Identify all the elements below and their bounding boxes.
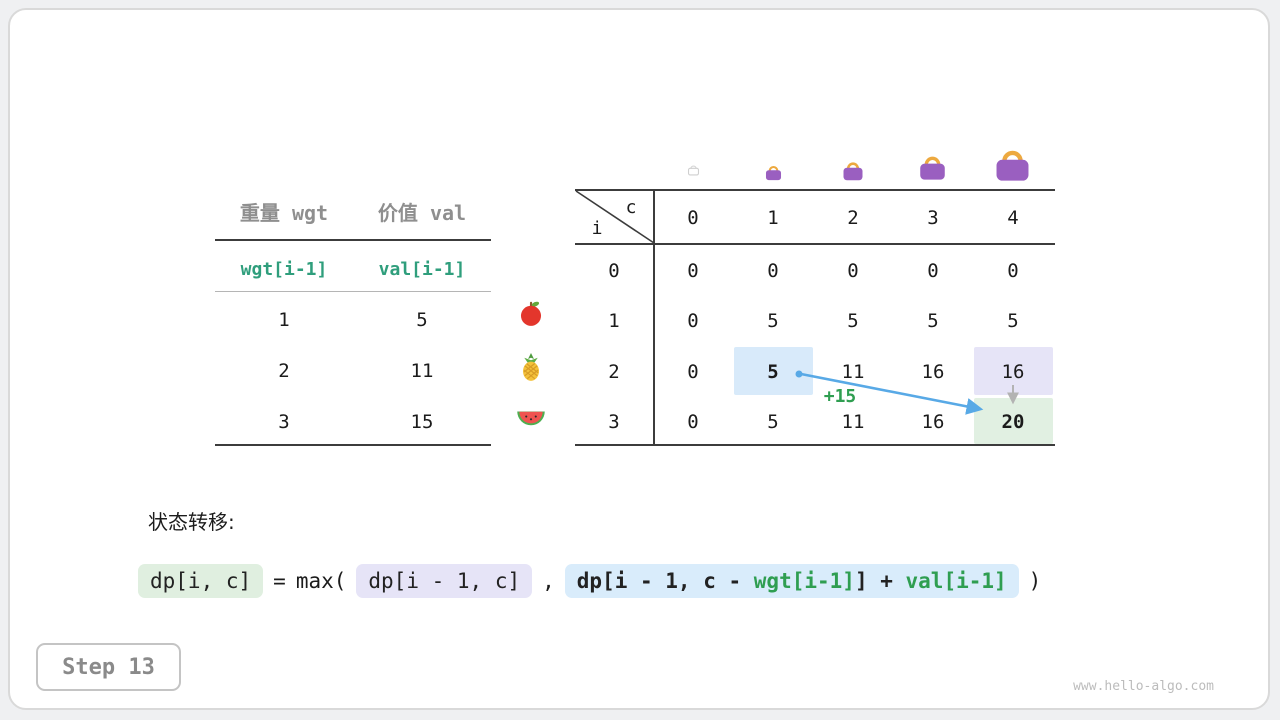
dp-row-1: 0 5 5 5 5 xyxy=(653,296,1053,346)
formula-arg1-chip: dp[i - 1, c] xyxy=(356,564,533,598)
col-header: 2 xyxy=(847,207,859,229)
formula-close-paren: ) xyxy=(1028,569,1042,593)
highlight-result-cell xyxy=(974,398,1053,444)
item-row-2: 2 11 xyxy=(215,347,491,395)
value-column-header: 价值 val xyxy=(377,200,467,225)
dp-table-vertical-rule xyxy=(653,189,655,446)
dp-cell: 0 xyxy=(687,411,699,433)
dp-cell: 0 xyxy=(847,260,859,282)
formula-arg2-wgt: wgt[i-1] xyxy=(753,569,855,593)
weight-column-header: 重量 wgt xyxy=(239,200,329,225)
formula-lhs-chip: dp[i, c] xyxy=(138,564,264,598)
formula-comma: , xyxy=(542,569,555,593)
dp-cell: 0 xyxy=(1007,260,1019,282)
bag-small-icon xyxy=(764,163,783,181)
row-header: 1 xyxy=(608,310,620,332)
dp-table-top-rule xyxy=(575,189,1055,191)
state-transition-formula: dp[i, c] = max( dp[i - 1, c] , dp[i - 1,… xyxy=(138,560,1041,602)
col-header: 1 xyxy=(767,207,779,229)
item-val: 11 xyxy=(410,360,434,382)
formula-arg2-pre: dp[i - 1, c - xyxy=(576,569,754,593)
item-val: 5 xyxy=(416,309,428,331)
bag-large-icon xyxy=(917,152,948,181)
dp-cell-result: 20 xyxy=(1001,411,1025,433)
dp-cell: 16 xyxy=(921,411,945,433)
dp-cell-above: 16 xyxy=(1001,361,1025,383)
item-table-header: 重量 wgt 价值 val xyxy=(215,192,491,230)
formula-equals: = xyxy=(273,569,286,593)
item-wgt: 2 xyxy=(278,360,290,382)
dp-table-header-rule xyxy=(575,243,1055,245)
dp-cell: 0 xyxy=(687,260,699,282)
dp-cell: 11 xyxy=(841,411,865,433)
bag-medium-icon xyxy=(841,159,865,181)
dp-cell: 5 xyxy=(767,310,779,332)
item-wgt: 3 xyxy=(278,411,290,433)
dp-cell: 0 xyxy=(687,361,699,383)
item-table-top-rule xyxy=(215,239,491,241)
formula-arg2-mid: ] + xyxy=(854,569,906,593)
item-table-mid-rule xyxy=(215,291,491,292)
item-row-3: 3 15 xyxy=(215,398,491,446)
col-header: 0 xyxy=(687,207,699,229)
plus-value-annotation: +15 xyxy=(823,386,857,407)
item-table-var-row: wgt[i-1] val[i-1] xyxy=(215,247,491,291)
dp-table-bottom-rule xyxy=(575,444,1055,446)
state-transition-label: 状态转移: xyxy=(148,510,235,534)
corner-row-var: i xyxy=(591,217,603,239)
col-header: 3 xyxy=(927,207,939,229)
item-wgt: 1 xyxy=(278,309,290,331)
bag-xlarge-icon xyxy=(992,145,1033,182)
dp-cell-source: 5 xyxy=(767,361,779,383)
wgt-var-label: wgt[i-1] xyxy=(240,258,328,280)
dp-cell: 16 xyxy=(921,361,945,383)
dp-cell: 0 xyxy=(767,260,779,282)
step-badge: Step 13 xyxy=(36,643,181,691)
watermelon-icon xyxy=(516,410,546,428)
pineapple-icon xyxy=(516,352,546,382)
dp-row-0: 0 0 0 0 0 xyxy=(653,246,1053,296)
dp-cell: 0 xyxy=(927,260,939,282)
corner-col-var: c xyxy=(625,196,637,218)
dp-col-headers: 0 1 2 3 4 xyxy=(653,191,1053,245)
dp-cell: 0 xyxy=(687,310,699,332)
val-var-label: val[i-1] xyxy=(378,258,466,280)
dp-cell: 5 xyxy=(847,310,859,332)
col-header: 4 xyxy=(1007,207,1019,229)
dp-cell: 5 xyxy=(927,310,939,332)
item-val: 15 xyxy=(410,411,434,433)
formula-arg2-chip: dp[i - 1, c - wgt[i-1]] + val[i-1] xyxy=(564,564,1019,598)
apple-icon xyxy=(517,299,545,327)
item-table-bottom-rule xyxy=(215,444,491,446)
formula-arg2-val: val[i-1] xyxy=(905,569,1007,593)
bag-ghost-icon xyxy=(687,162,700,177)
item-row-1: 1 5 xyxy=(215,296,491,344)
dp-row-3: 0 5 11 16 20 xyxy=(653,397,1053,447)
watermark: www.hello-algo.com xyxy=(1073,679,1214,694)
dp-cell: 5 xyxy=(1007,310,1019,332)
dp-cell: 5 xyxy=(767,411,779,433)
formula-max-open: max( xyxy=(295,569,347,593)
row-header: 0 xyxy=(608,260,620,282)
row-header: 2 xyxy=(608,361,620,383)
row-header: 3 xyxy=(608,411,620,433)
